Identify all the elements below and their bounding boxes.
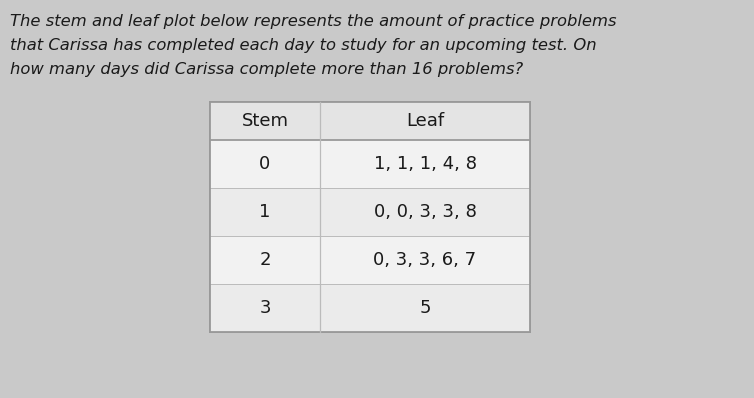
Text: 0: 0: [259, 155, 271, 173]
Bar: [210, 284, 530, 332]
Bar: [210, 236, 530, 284]
Bar: [210, 140, 530, 188]
Text: 3: 3: [259, 299, 271, 317]
Text: 1: 1: [259, 203, 271, 221]
Text: how many days did Carissa complete more than 16 problems?: how many days did Carissa complete more …: [10, 62, 523, 77]
Text: 0, 3, 3, 6, 7: 0, 3, 3, 6, 7: [373, 251, 477, 269]
Text: 1, 1, 1, 4, 8: 1, 1, 1, 4, 8: [373, 155, 477, 173]
Text: The stem and leaf plot below represents the amount of practice problems: The stem and leaf plot below represents …: [10, 14, 617, 29]
Text: Leaf: Leaf: [406, 112, 444, 130]
Text: that Carissa has completed each day to study for an upcoming test. On: that Carissa has completed each day to s…: [10, 38, 596, 53]
Bar: [210, 188, 530, 236]
Text: Stem: Stem: [241, 112, 289, 130]
Bar: [210, 102, 530, 140]
Text: 5: 5: [419, 299, 431, 317]
Text: 2: 2: [259, 251, 271, 269]
Bar: [210, 102, 530, 332]
Text: 0, 0, 3, 3, 8: 0, 0, 3, 3, 8: [373, 203, 477, 221]
